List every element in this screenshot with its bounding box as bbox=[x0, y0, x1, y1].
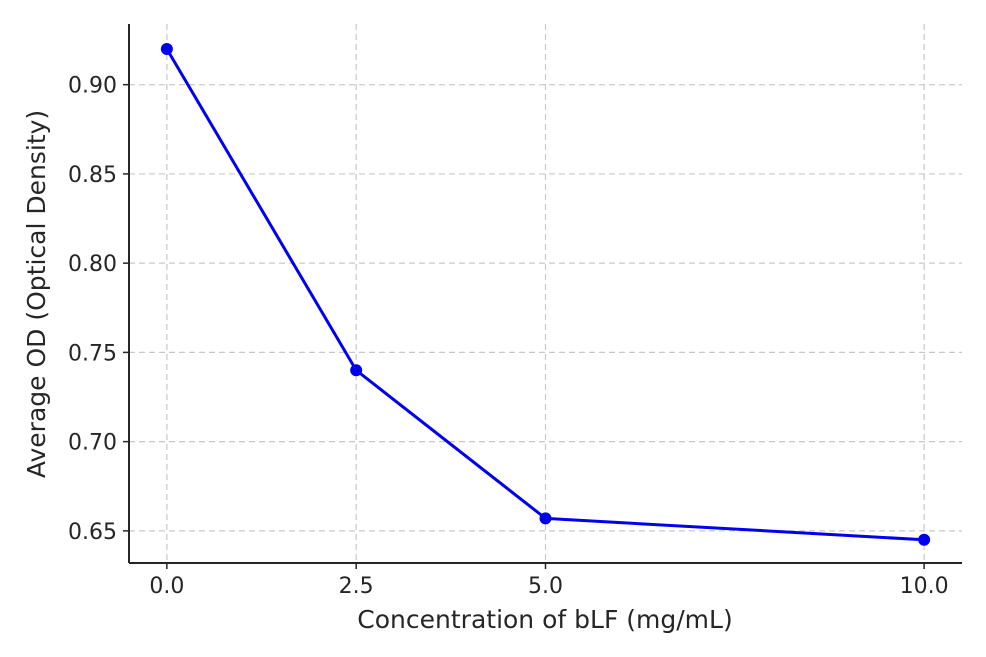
data-point bbox=[350, 364, 363, 377]
y-tick-label: 0.75 bbox=[68, 341, 117, 366]
x-tick-label: 2.5 bbox=[339, 574, 374, 599]
x-tick-label: 5.0 bbox=[528, 574, 563, 599]
y-tick-label: 0.90 bbox=[68, 74, 117, 99]
y-tick-label: 0.80 bbox=[68, 252, 117, 277]
y-tick-label: 0.65 bbox=[68, 520, 117, 545]
series bbox=[160, 42, 931, 546]
x-tick-label: 0.0 bbox=[149, 574, 184, 599]
grid bbox=[129, 24, 962, 563]
data-point bbox=[918, 533, 931, 546]
y-tick-label: 0.70 bbox=[68, 431, 117, 456]
ticks: 0.65 0.70 0.75 0.80 0.85 0.90 0.0 2.5 5.0 10.0 bbox=[68, 74, 949, 599]
x-tick-label: 10.0 bbox=[900, 574, 949, 599]
data-point bbox=[160, 42, 173, 55]
x-axis-label: Concentration of bLF (mg/mL) bbox=[357, 605, 732, 634]
data-point bbox=[539, 512, 552, 525]
series-line bbox=[165, 48, 925, 542]
y-tick-label: 0.85 bbox=[68, 163, 117, 188]
y-axis-label: Average OD (Optical Density) bbox=[22, 110, 51, 478]
